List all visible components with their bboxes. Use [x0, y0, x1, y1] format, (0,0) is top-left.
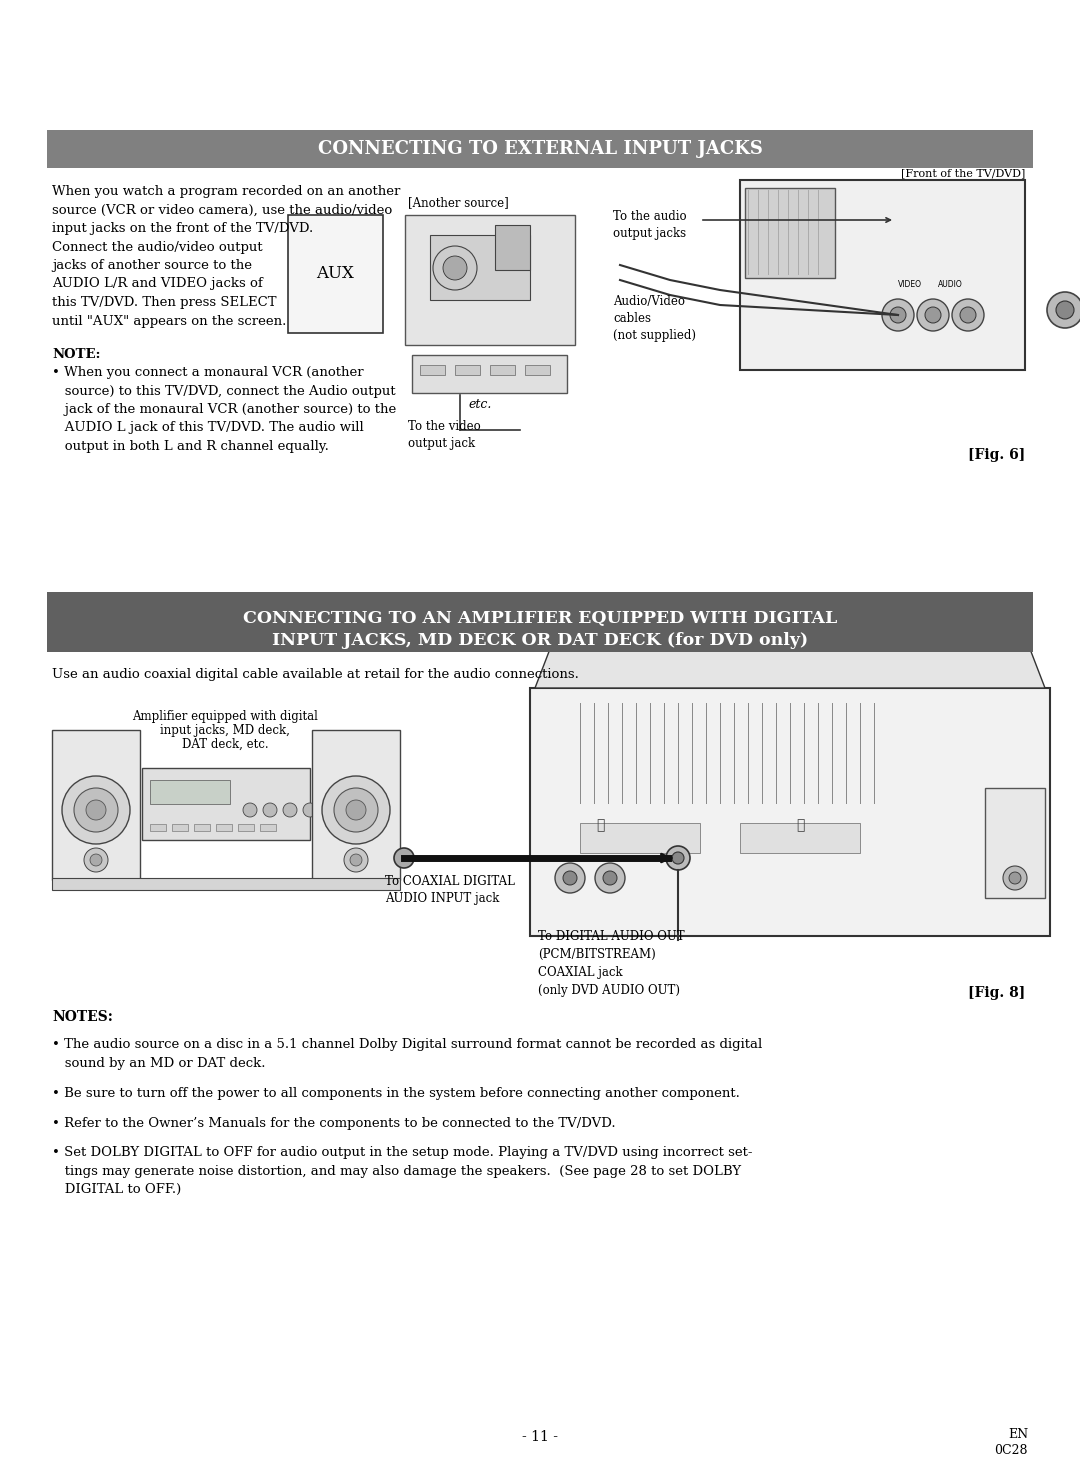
Bar: [260, 824, 276, 831]
Bar: [430, 235, 530, 300]
Bar: [580, 822, 700, 853]
Bar: [52, 879, 400, 890]
Bar: [405, 214, 575, 345]
Bar: [48, 130, 1032, 169]
Text: [Fig. 8]: [Fig. 8]: [968, 986, 1025, 1000]
Bar: [216, 824, 232, 831]
Bar: [525, 365, 550, 376]
Circle shape: [433, 246, 477, 290]
Bar: [985, 788, 1045, 898]
Bar: [490, 365, 515, 376]
Circle shape: [322, 776, 390, 845]
Circle shape: [882, 299, 914, 331]
Text: To the audio
output jacks: To the audio output jacks: [613, 210, 687, 240]
Text: AUX: AUX: [316, 266, 354, 282]
Text: - 11 -: - 11 -: [522, 1430, 558, 1444]
Circle shape: [243, 803, 257, 816]
Polygon shape: [535, 623, 1045, 688]
Circle shape: [346, 800, 366, 819]
Bar: [48, 592, 1032, 652]
Circle shape: [350, 853, 362, 867]
Text: EN
0C28: EN 0C28: [995, 1429, 1028, 1457]
Text: To COAXIAL DIGITAL
AUDIO INPUT jack: To COAXIAL DIGITAL AUDIO INPUT jack: [384, 876, 515, 905]
Bar: [420, 365, 445, 376]
Bar: [740, 822, 860, 853]
Text: Use an audio coaxial digital cable available at retail for the audio connections: Use an audio coaxial digital cable avail…: [52, 669, 579, 680]
Text: ⏚: ⏚: [796, 818, 805, 833]
Circle shape: [1003, 867, 1027, 890]
Circle shape: [563, 871, 577, 884]
Text: • Set DOLBY DIGITAL to OFF for audio output in the setup mode. Playing a TV/DVD : • Set DOLBY DIGITAL to OFF for audio out…: [52, 1146, 753, 1197]
Text: input jacks, MD deck,: input jacks, MD deck,: [160, 725, 289, 737]
Circle shape: [666, 846, 690, 870]
Circle shape: [90, 853, 102, 867]
Circle shape: [672, 852, 684, 864]
Circle shape: [394, 847, 414, 868]
Bar: [530, 688, 1050, 936]
Circle shape: [86, 800, 106, 819]
Text: Amplifier equipped with digital: Amplifier equipped with digital: [132, 710, 318, 723]
Text: • The audio source on a disc in a 5.1 channel Dolby Digital surround format cann: • The audio source on a disc in a 5.1 ch…: [52, 1038, 762, 1069]
Circle shape: [264, 803, 276, 816]
Circle shape: [890, 308, 906, 322]
Text: [Fig. 6]: [Fig. 6]: [968, 448, 1025, 461]
Text: ⏚: ⏚: [596, 818, 604, 833]
Text: NOTES:: NOTES:: [52, 1010, 113, 1023]
Text: DAT deck, etc.: DAT deck, etc.: [181, 738, 268, 751]
Bar: [288, 214, 383, 333]
Bar: [194, 824, 210, 831]
Text: CONNECTING TO AN AMPLIFIER EQUIPPED WITH DIGITAL: CONNECTING TO AN AMPLIFIER EQUIPPED WITH…: [243, 609, 837, 627]
Circle shape: [283, 803, 297, 816]
Bar: [52, 731, 140, 880]
Circle shape: [924, 308, 941, 322]
Circle shape: [555, 864, 585, 893]
Text: INPUT JACKS, MD DECK OR DAT DECK (for DVD only): INPUT JACKS, MD DECK OR DAT DECK (for DV…: [272, 632, 808, 649]
Text: • Be sure to turn off the power to all components in the system before connectin: • Be sure to turn off the power to all c…: [52, 1087, 740, 1100]
Text: AUDIO: AUDIO: [937, 280, 962, 288]
Circle shape: [303, 803, 318, 816]
Circle shape: [1056, 302, 1074, 319]
Bar: [745, 188, 835, 278]
Text: To the video
output jack: To the video output jack: [408, 420, 481, 450]
Circle shape: [443, 256, 467, 280]
Text: • Refer to the Owner’s Manuals for the components to be connected to the TV/DVD.: • Refer to the Owner’s Manuals for the c…: [52, 1117, 616, 1130]
Circle shape: [62, 776, 130, 845]
Bar: [411, 355, 567, 393]
Bar: [238, 824, 254, 831]
Text: CONNECTING TO EXTERNAL INPUT JACKS: CONNECTING TO EXTERNAL INPUT JACKS: [318, 141, 762, 158]
Circle shape: [334, 788, 378, 833]
Bar: [740, 180, 1025, 370]
Text: To DIGITAL AUDIO OUT
(PCM/BITSTREAM)
COAXIAL jack
(only DVD AUDIO OUT): To DIGITAL AUDIO OUT (PCM/BITSTREAM) COA…: [538, 930, 685, 997]
Circle shape: [1009, 873, 1021, 884]
Bar: [172, 824, 188, 831]
Text: [Front of the TV/DVD]: [Front of the TV/DVD]: [901, 169, 1025, 177]
Circle shape: [603, 871, 617, 884]
Circle shape: [345, 847, 368, 873]
Bar: [455, 365, 480, 376]
Text: VIDEO: VIDEO: [897, 280, 922, 288]
Circle shape: [84, 847, 108, 873]
Bar: [495, 225, 530, 271]
Text: When you watch a program recorded on an another
source (VCR or video camera), us: When you watch a program recorded on an …: [52, 185, 401, 327]
Circle shape: [1047, 291, 1080, 328]
Text: • When you connect a monaural VCR (another
   source) to this TV/DVD, connect th: • When you connect a monaural VCR (anoth…: [52, 365, 396, 453]
Circle shape: [323, 803, 337, 816]
Text: NOTE:: NOTE:: [52, 348, 100, 361]
Bar: [150, 824, 166, 831]
Bar: [150, 779, 230, 805]
Text: etc.: etc.: [468, 398, 491, 411]
Bar: [141, 768, 310, 840]
Circle shape: [917, 299, 949, 331]
Text: Audio/Video
cables
(not supplied): Audio/Video cables (not supplied): [613, 294, 696, 342]
Circle shape: [951, 299, 984, 331]
Circle shape: [75, 788, 118, 833]
Circle shape: [595, 864, 625, 893]
Text: [Another source]: [Another source]: [408, 197, 509, 209]
Circle shape: [960, 308, 976, 322]
Bar: [312, 731, 400, 880]
